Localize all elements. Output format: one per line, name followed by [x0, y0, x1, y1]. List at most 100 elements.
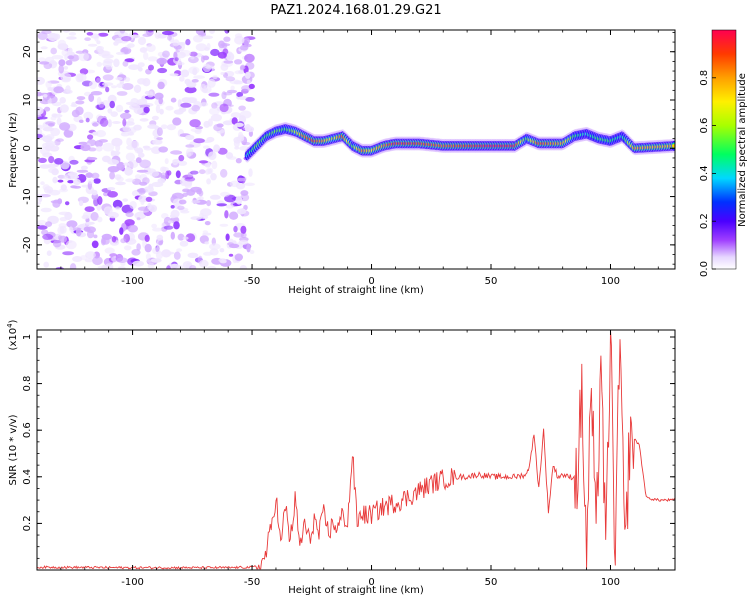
noise-blob: [163, 225, 174, 230]
noise-blob: [56, 117, 62, 126]
noise-blob: [244, 71, 251, 79]
noise-blob: [156, 127, 163, 137]
noise-blob: [40, 207, 52, 213]
noise-blob: [203, 120, 211, 128]
noise-blob: [67, 55, 75, 60]
noise-blob: [244, 124, 251, 132]
noise-blob: [84, 37, 91, 41]
noise-blob: [127, 43, 135, 48]
colorbar-label: Normalized spectral amplitude: [737, 73, 748, 227]
noise-blob: [175, 61, 185, 66]
noise-blob: [107, 166, 120, 173]
noise-blob: [40, 181, 45, 186]
snr-x-ticks: -100 -50 0 50 100: [36, 330, 659, 588]
noise-blob: [187, 252, 199, 258]
noise-blob: [170, 263, 179, 269]
noise-blob: [124, 167, 133, 176]
noise-blob: [45, 221, 53, 228]
noise-blob: [37, 91, 43, 97]
noise-blob: [53, 86, 64, 94]
noise-blob: [75, 228, 82, 237]
snr-y-label: SNR (10 * v/v): [8, 414, 19, 485]
noise-blob: [40, 194, 51, 198]
noise-blob: [92, 122, 99, 127]
noise-blob: [70, 185, 78, 189]
noise-blob: [229, 211, 239, 220]
snr-y-unit-close: ): [8, 319, 19, 323]
noise-blob: [93, 234, 98, 239]
snr-plot-area: [37, 330, 675, 570]
spectrogram-y-tick-label: 10: [22, 94, 33, 107]
noise-blob: [185, 144, 195, 148]
noise-blob: [246, 79, 251, 85]
noise-blob: [97, 216, 103, 223]
noise-blob: [122, 198, 128, 202]
noise-blob: [210, 114, 222, 122]
noise-blob: [96, 40, 101, 45]
noise-blob: [182, 192, 188, 197]
noise-blob: [65, 201, 70, 206]
noise-blob: [112, 199, 123, 209]
noise-blob: [189, 265, 197, 269]
noise-blob: [236, 91, 244, 98]
noise-blob: [173, 251, 181, 260]
noise-blob: [124, 219, 135, 227]
noise-blob: [62, 89, 73, 95]
noise-blob: [42, 184, 50, 191]
noise-blob: [115, 51, 125, 55]
noise-blob: [115, 104, 124, 113]
noise-blob: [219, 248, 225, 253]
noise-blob: [185, 38, 191, 46]
noise-blob: [110, 150, 116, 156]
noise-blob: [243, 204, 248, 211]
ridge-core: [672, 144, 675, 148]
noise-blob: [160, 124, 168, 129]
noise-blob: [240, 44, 249, 51]
noise-blob: [180, 102, 192, 108]
noise-blob: [145, 196, 153, 202]
noise-blob: [170, 97, 177, 103]
noise-blob: [73, 178, 81, 186]
noise-blob: [95, 130, 107, 138]
snr-series-line: [37, 330, 675, 570]
noise-blob: [137, 206, 150, 211]
noise-blob: [189, 51, 198, 57]
noise-blob: [225, 152, 234, 159]
noise-blob: [151, 223, 158, 229]
noise-blob: [156, 137, 163, 141]
noise-blob: [46, 250, 52, 256]
noise-blob: [199, 259, 209, 268]
noise-blob: [101, 233, 113, 240]
noise-blob: [62, 251, 74, 256]
noise-blob: [86, 157, 98, 161]
noise-blob: [76, 169, 89, 173]
spectrogram-y-tick-label: 20: [22, 45, 33, 58]
noise-blob: [80, 144, 91, 152]
noise-blob: [217, 147, 228, 155]
snr-y-unit-exponent: 4: [6, 323, 14, 328]
noise-blob: [37, 225, 48, 230]
noise-blob: [199, 169, 206, 175]
noise-blob: [234, 146, 240, 150]
noise-blob: [200, 55, 205, 63]
noise-blob: [230, 112, 242, 119]
noise-blob: [118, 266, 126, 269]
snr-y-tick-label: 0.4: [22, 469, 33, 485]
noise-blob: [120, 112, 132, 120]
noise-blob: [37, 106, 44, 115]
noise-blob: [194, 129, 202, 135]
noise-blob: [123, 245, 132, 251]
noise-blob: [196, 188, 202, 195]
noise-blob: [181, 97, 192, 103]
noise-blob: [155, 104, 161, 114]
noise-blob: [200, 83, 207, 93]
noise-blob: [39, 146, 50, 155]
noise-blob: [42, 127, 55, 132]
noise-blob: [127, 117, 135, 124]
colorbar-tick-label: 0.0: [699, 261, 710, 277]
noise-blob: [45, 140, 56, 147]
noise-blob: [130, 98, 139, 106]
noise-blob: [37, 201, 41, 205]
noise-blob: [134, 211, 147, 220]
